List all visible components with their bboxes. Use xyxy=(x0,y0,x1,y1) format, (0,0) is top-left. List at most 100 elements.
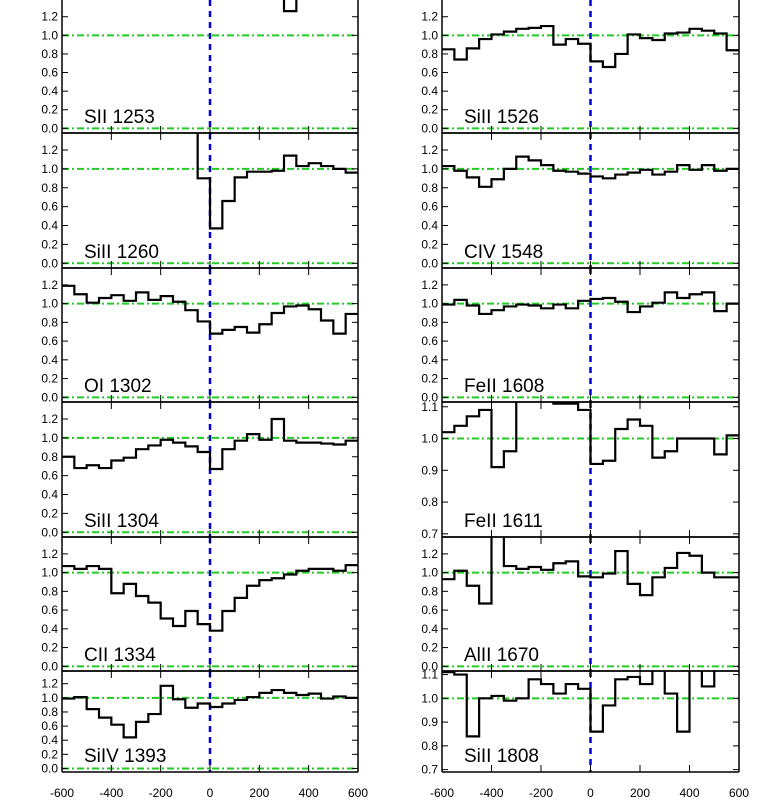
spectrum-siii-1260 xyxy=(196,133,358,230)
ytick-label-siii-1808-0: 0.7 xyxy=(421,763,438,777)
ytick-label-oi-1302-2: 0.4 xyxy=(41,353,58,367)
xtick-label-col0-3: 0 xyxy=(207,786,214,800)
xtick-label-col0-5: 400 xyxy=(299,786,319,800)
ytick-label-alii-1670-3: 0.6 xyxy=(421,603,438,617)
xtick-label-col0-1: -400 xyxy=(99,786,123,800)
ytick-label-oi-1302-3: 0.6 xyxy=(41,334,58,348)
ytick-label-siii-1304-6: 1.2 xyxy=(41,412,58,426)
spectrum-siii-1526 xyxy=(442,24,739,69)
ytick-label-civ-1548-5: 1.0 xyxy=(421,162,438,176)
ytick-label-feii-1608-0: 0.0 xyxy=(421,390,438,404)
ytick-label-cii-1334-2: 0.4 xyxy=(41,622,58,636)
panel-label-cii-1334: CII 1334 xyxy=(84,645,156,666)
panel-siii-1808: 0.7 0.8 0.9 1.0 1.1 SiII 1808 xyxy=(421,668,740,777)
ytick-label-civ-1548-1: 0.2 xyxy=(421,237,438,251)
panel-label-alii-1670: AlII 1670 xyxy=(464,645,539,666)
ytick-label-cii-1334-5: 1.0 xyxy=(41,566,58,580)
spectrum-feii-1611 xyxy=(442,402,739,469)
ytick-label-feii-1608-6: 1.2 xyxy=(421,278,438,292)
ytick-label-sii-1253-1: 0.2 xyxy=(41,103,58,117)
ytick-label-feii-1608-3: 0.6 xyxy=(421,334,438,348)
spectrum-sii-1253 xyxy=(282,0,298,13)
ytick-label-siii-1260-3: 0.6 xyxy=(41,200,58,214)
ytick-label-siii-1808-4: 1.1 xyxy=(421,668,438,682)
ytick-label-cii-1334-1: 0.2 xyxy=(41,641,58,655)
ytick-label-siii-1808-1: 0.8 xyxy=(421,739,438,753)
xtick-label-col1-6: 600 xyxy=(729,786,749,800)
xtick-label-col1-4: 200 xyxy=(630,786,650,800)
ytick-label-alii-1670-1: 0.2 xyxy=(421,641,438,655)
ytick-label-cii-1334-0: 0.0 xyxy=(41,659,58,673)
ytick-label-cii-1334-4: 0.8 xyxy=(41,584,58,598)
panel-label-feii-1608: FeII 1608 xyxy=(464,376,544,397)
ytick-label-siii-1526-3: 0.6 xyxy=(421,66,438,80)
ytick-label-siiv-1393-1: 0.2 xyxy=(41,747,58,761)
ytick-label-siii-1260-2: 0.4 xyxy=(41,219,58,233)
ytick-label-sii-1253-3: 0.6 xyxy=(41,66,58,80)
spectrum-siii-1808 xyxy=(442,671,716,738)
ytick-label-siii-1526-4: 0.8 xyxy=(421,47,438,61)
ytick-label-sii-1253-6: 1.2 xyxy=(41,10,58,24)
xtick-label-col0-4: 200 xyxy=(249,786,269,800)
ytick-label-oi-1302-1: 0.2 xyxy=(41,372,58,386)
panel-feii-1608: 0.0 0.2 0.4 0.6 0.8 1.0 1.2 FeII 1608 xyxy=(421,267,740,404)
panel-label-oi-1302: OI 1302 xyxy=(84,376,152,397)
spectrum-feii-1608 xyxy=(442,291,739,316)
ytick-label-civ-1548-3: 0.6 xyxy=(421,200,438,214)
panel-siii-1304: 0.0 0.2 0.4 0.6 0.8 1.0 1.2 SiII 1304 xyxy=(41,401,359,539)
panel-siii-1260: 0.0 0.2 0.4 0.6 0.8 1.0 1.2 SiII 1260 xyxy=(41,132,359,270)
xtick-label-col0-0: -600 xyxy=(50,786,74,800)
xtick-label-col1-5: 400 xyxy=(679,786,699,800)
ytick-label-siii-1260-0: 0.0 xyxy=(41,256,58,270)
ytick-label-civ-1548-4: 0.8 xyxy=(421,181,438,195)
ytick-label-siiv-1393-6: 1.2 xyxy=(41,677,58,691)
ytick-label-feii-1611-2: 0.9 xyxy=(421,463,438,477)
panel-label-sii-1253: SII 1253 xyxy=(84,107,155,128)
panel-label-siiv-1393: SiIV 1393 xyxy=(84,746,166,767)
ytick-label-alii-1670-2: 0.4 xyxy=(421,622,438,636)
panel-label-siii-1526: SiII 1526 xyxy=(464,107,539,128)
ytick-label-cii-1334-3: 0.6 xyxy=(41,603,58,617)
ytick-label-cii-1334-6: 1.2 xyxy=(41,547,58,561)
panel-alii-1670: 0.0 0.2 0.4 0.6 0.8 1.0 1.2 AlII 1670 xyxy=(421,536,740,673)
xtick-label-col0-2: -200 xyxy=(149,786,173,800)
ytick-label-alii-1670-0: 0.0 xyxy=(421,659,438,673)
spectrum-oi-1302 xyxy=(62,284,358,335)
ytick-label-feii-1608-1: 0.2 xyxy=(421,372,438,386)
ytick-label-sii-1253-4: 0.8 xyxy=(41,47,58,61)
xtick-label-col1-3: 0 xyxy=(587,786,594,800)
ytick-label-oi-1302-0: 0.0 xyxy=(41,390,58,404)
xtick-label-col1-1: -400 xyxy=(479,786,503,800)
ytick-label-feii-1611-4: 1.1 xyxy=(421,400,438,414)
ytick-label-civ-1548-0: 0.0 xyxy=(421,256,438,270)
spectrum-civ-1548 xyxy=(442,155,739,188)
panel-cii-1334: 0.0 0.2 0.4 0.6 0.8 1.0 1.2 CII 1334 xyxy=(41,536,359,673)
ytick-label-sii-1253-2: 0.4 xyxy=(41,84,58,98)
ytick-label-oi-1302-6: 1.2 xyxy=(41,278,58,292)
ytick-label-siii-1526-1: 0.2 xyxy=(421,103,438,117)
ytick-label-siiv-1393-5: 1.0 xyxy=(41,691,58,705)
ytick-label-feii-1611-3: 1.0 xyxy=(421,432,438,446)
ytick-label-siii-1526-2: 0.4 xyxy=(421,84,438,98)
spectrum-cii-1334 xyxy=(62,564,358,632)
panel-civ-1548: 0.0 0.2 0.4 0.6 0.8 1.0 1.2 CIV 1548 xyxy=(421,132,740,270)
ytick-label-alii-1670-4: 0.8 xyxy=(421,584,438,598)
ytick-label-siii-1808-3: 1.0 xyxy=(421,691,438,705)
panel-label-siii-1808: SiII 1808 xyxy=(464,746,539,767)
ytick-label-feii-1608-5: 1.0 xyxy=(421,297,438,311)
panel-oi-1302: 0.0 0.2 0.4 0.6 0.8 1.0 1.2 OI 1302 xyxy=(41,267,359,404)
ytick-label-oi-1302-4: 0.8 xyxy=(41,315,58,329)
ytick-label-alii-1670-5: 1.0 xyxy=(421,566,438,580)
ytick-label-feii-1611-0: 0.7 xyxy=(421,527,438,541)
panel-label-siii-1260: SiII 1260 xyxy=(84,242,159,263)
panel-feii-1611: 0.7 0.8 0.9 1.0 1.1 FeII 1611 xyxy=(421,400,740,541)
ytick-label-siii-1260-5: 1.0 xyxy=(41,162,58,176)
ytick-label-siii-1304-3: 0.6 xyxy=(41,469,58,483)
xtick-label-col0-6: 600 xyxy=(348,786,368,800)
ytick-label-siii-1304-2: 0.4 xyxy=(41,488,58,502)
panel-siiv-1393: 0.00.20.40.60.81.01.2 SiIV 1393 xyxy=(41,670,359,775)
ytick-label-siiv-1393-2: 0.4 xyxy=(41,733,58,747)
ytick-label-siii-1304-1: 0.2 xyxy=(41,506,58,520)
